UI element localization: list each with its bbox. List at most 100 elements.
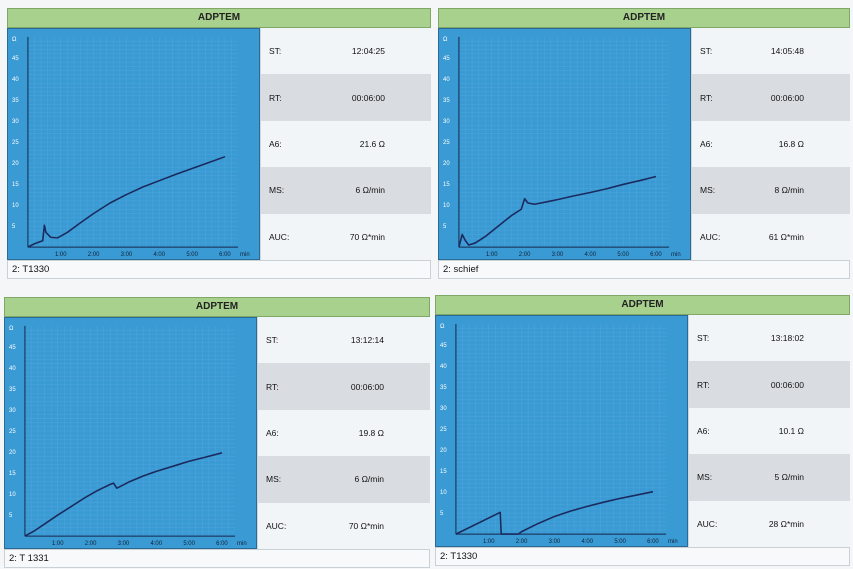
x-tick-label: 1:00 [483, 539, 495, 545]
panel-header: ADPTEM [7, 8, 431, 28]
series-line [458, 175, 657, 248]
panel-header: ADPTEM [435, 295, 850, 315]
y-tick-label: 15 [440, 469, 447, 475]
info-value: 8 Ω/min [774, 185, 804, 196]
x-axis-label: min [671, 252, 681, 258]
x-tick-label: 6:00 [650, 252, 662, 258]
x-tick-label: 2:00 [516, 539, 528, 545]
info-value: 70 Ω*min [349, 231, 385, 242]
y-tick-label: 30 [9, 408, 16, 414]
info-table: ST: 14:05:48 RT: 00:06:00 A6: 16.8 Ω MS: 8 Ω… [691, 28, 850, 260]
chart-plot-area: 5 10 15 20 25 30 35 40 45 Ω 1:00 2:00 3:00 4:00 5:00 6:… [7, 28, 260, 260]
adptem-panel-4: ADPTEM 5 10 15 20 25 30 35 40 45 Ω 1:00 2:00 3:00 4:0… [435, 295, 850, 567]
info-key: ST: [269, 46, 282, 57]
info-row-st: ST: 14:05:48 [692, 28, 850, 75]
info-row-a6: A6: 19.8 Ω [258, 409, 430, 457]
info-row-ms: MS: 6 Ω/min [261, 167, 431, 214]
y-tick-label: 20 [12, 161, 19, 167]
info-row-rt: RT: 00:06:00 [258, 363, 430, 410]
y-tick-label: 10 [9, 492, 16, 498]
x-tick-label: 5:00 [617, 252, 629, 258]
y-tick-label: 35 [440, 385, 447, 391]
panel-header: ADPTEM [438, 8, 850, 28]
series-line [24, 452, 223, 537]
info-key: ST: [700, 46, 713, 57]
info-key: RT: [697, 379, 710, 390]
x-tick-label: 1:00 [52, 541, 64, 547]
y-tick-label: 10 [443, 203, 450, 209]
info-row-auc: AUC: 28 Ω*min [689, 500, 850, 547]
y-tick-label: 40 [443, 77, 450, 83]
x-tick-label: 6:00 [647, 539, 659, 545]
info-key: MS: [700, 185, 716, 196]
x-tick-label: 1:00 [55, 252, 67, 258]
y-axis-label: Ω [440, 324, 445, 330]
info-key: AUC: [700, 231, 721, 242]
info-row-ms: MS: 6 Ω/min [258, 456, 430, 503]
panel-header: ADPTEM [4, 297, 430, 317]
info-row-rt: RT: 00:06:00 [689, 361, 850, 408]
x-tick-label: 5:00 [183, 541, 195, 547]
info-value: 28 Ω*min [768, 518, 804, 529]
x-tick-label: 4:00 [153, 252, 165, 258]
chart-svg: 5 10 15 20 25 30 35 40 45 Ω 1:00 2:00 3:00 4:00 5:00 6:… [443, 37, 681, 258]
chart-svg: 5 10 15 20 25 30 35 40 45 Ω 1:00 2:00 3:00 4:00 5:00 6:… [9, 326, 247, 547]
info-value: 10.1 Ω [778, 425, 804, 436]
chart-plot-area: 5 10 15 20 25 30 35 40 45 Ω 1:00 2:00 3:00 4:00 5:00 6:… [4, 317, 257, 549]
y-tick-label: 25 [12, 140, 19, 146]
info-key: A6: [269, 138, 282, 149]
info-value: 12:04:25 [351, 46, 385, 57]
y-tick-label: 20 [9, 450, 16, 456]
info-table: ST: 12:04:25 RT: 00:06:00 A6: 21.6 Ω MS: 6 Ω… [260, 28, 431, 260]
info-key: RT: [266, 381, 279, 392]
adptem-panel-3: ADPTEM 5 10 15 20 25 30 35 40 45 Ω 1:00 2:00 3:00 4:0… [4, 297, 430, 568]
x-tick-label: 1:00 [486, 252, 498, 258]
y-tick-label: 25 [443, 140, 450, 146]
info-key: ST: [266, 335, 279, 346]
y-tick-label: 10 [12, 203, 19, 209]
x-tick-label: 6:00 [219, 252, 231, 258]
y-tick-label: 15 [443, 182, 450, 188]
info-row-st: ST: 13:12:14 [258, 317, 430, 364]
chart-svg: 5 10 15 20 25 30 35 40 45 Ω 1:00 2:00 3:00 4:00 5:00 6:… [12, 37, 250, 258]
info-row-a6: A6: 21.6 Ω [261, 120, 431, 168]
info-key: AUC: [269, 231, 290, 242]
info-row-auc: AUC: 70 Ω*min [261, 213, 431, 260]
x-tick-label: 6:00 [216, 541, 228, 547]
y-tick-label: 35 [12, 98, 19, 104]
x-tick-label: 3:00 [121, 252, 133, 258]
series-line [27, 155, 226, 248]
x-axis-label: min [668, 539, 678, 545]
info-value: 00:06:00 [770, 379, 804, 390]
info-value: 21.6 Ω [359, 138, 385, 149]
y-tick-label: 40 [9, 366, 16, 372]
info-row-a6: A6: 16.8 Ω [692, 120, 850, 168]
x-axis-label: min [240, 252, 250, 258]
info-value: 13:18:02 [770, 333, 804, 344]
info-row-rt: RT: 00:06:00 [261, 74, 431, 121]
info-row-st: ST: 13:18:02 [689, 315, 850, 362]
y-tick-label: 40 [12, 77, 19, 83]
y-tick-label: 35 [443, 98, 450, 104]
info-row-ms: MS: 5 Ω/min [689, 454, 850, 501]
y-axis-label: Ω [12, 37, 17, 43]
x-tick-label: 4:00 [150, 541, 162, 547]
series-line [455, 490, 654, 535]
y-tick-label: 5 [9, 513, 13, 519]
adptem-panel-2: ADPTEM 5 10 15 20 25 30 35 40 45 Ω 1:00 2:00 3:00 4:0… [438, 8, 850, 280]
info-value: 61 Ω*min [768, 231, 804, 242]
y-tick-label: 15 [9, 471, 16, 477]
info-value: 6 Ω/min [354, 474, 384, 485]
chart-plot-area: 5 10 15 20 25 30 35 40 45 Ω 1:00 2:00 3:00 4:00 5:00 6:… [435, 315, 688, 547]
info-value: 6 Ω/min [355, 185, 385, 196]
y-axis-label: Ω [443, 37, 448, 43]
info-row-a6: A6: 10.1 Ω [689, 407, 850, 455]
panel-footer: 2: T1330 [7, 260, 431, 279]
info-key: ST: [697, 333, 710, 344]
y-tick-label: 45 [443, 56, 450, 62]
y-tick-label: 35 [9, 387, 16, 393]
panel-footer: 2: schief [438, 260, 850, 279]
y-tick-label: 20 [440, 448, 447, 454]
y-tick-label: 30 [443, 119, 450, 125]
info-row-rt: RT: 00:06:00 [692, 74, 850, 121]
